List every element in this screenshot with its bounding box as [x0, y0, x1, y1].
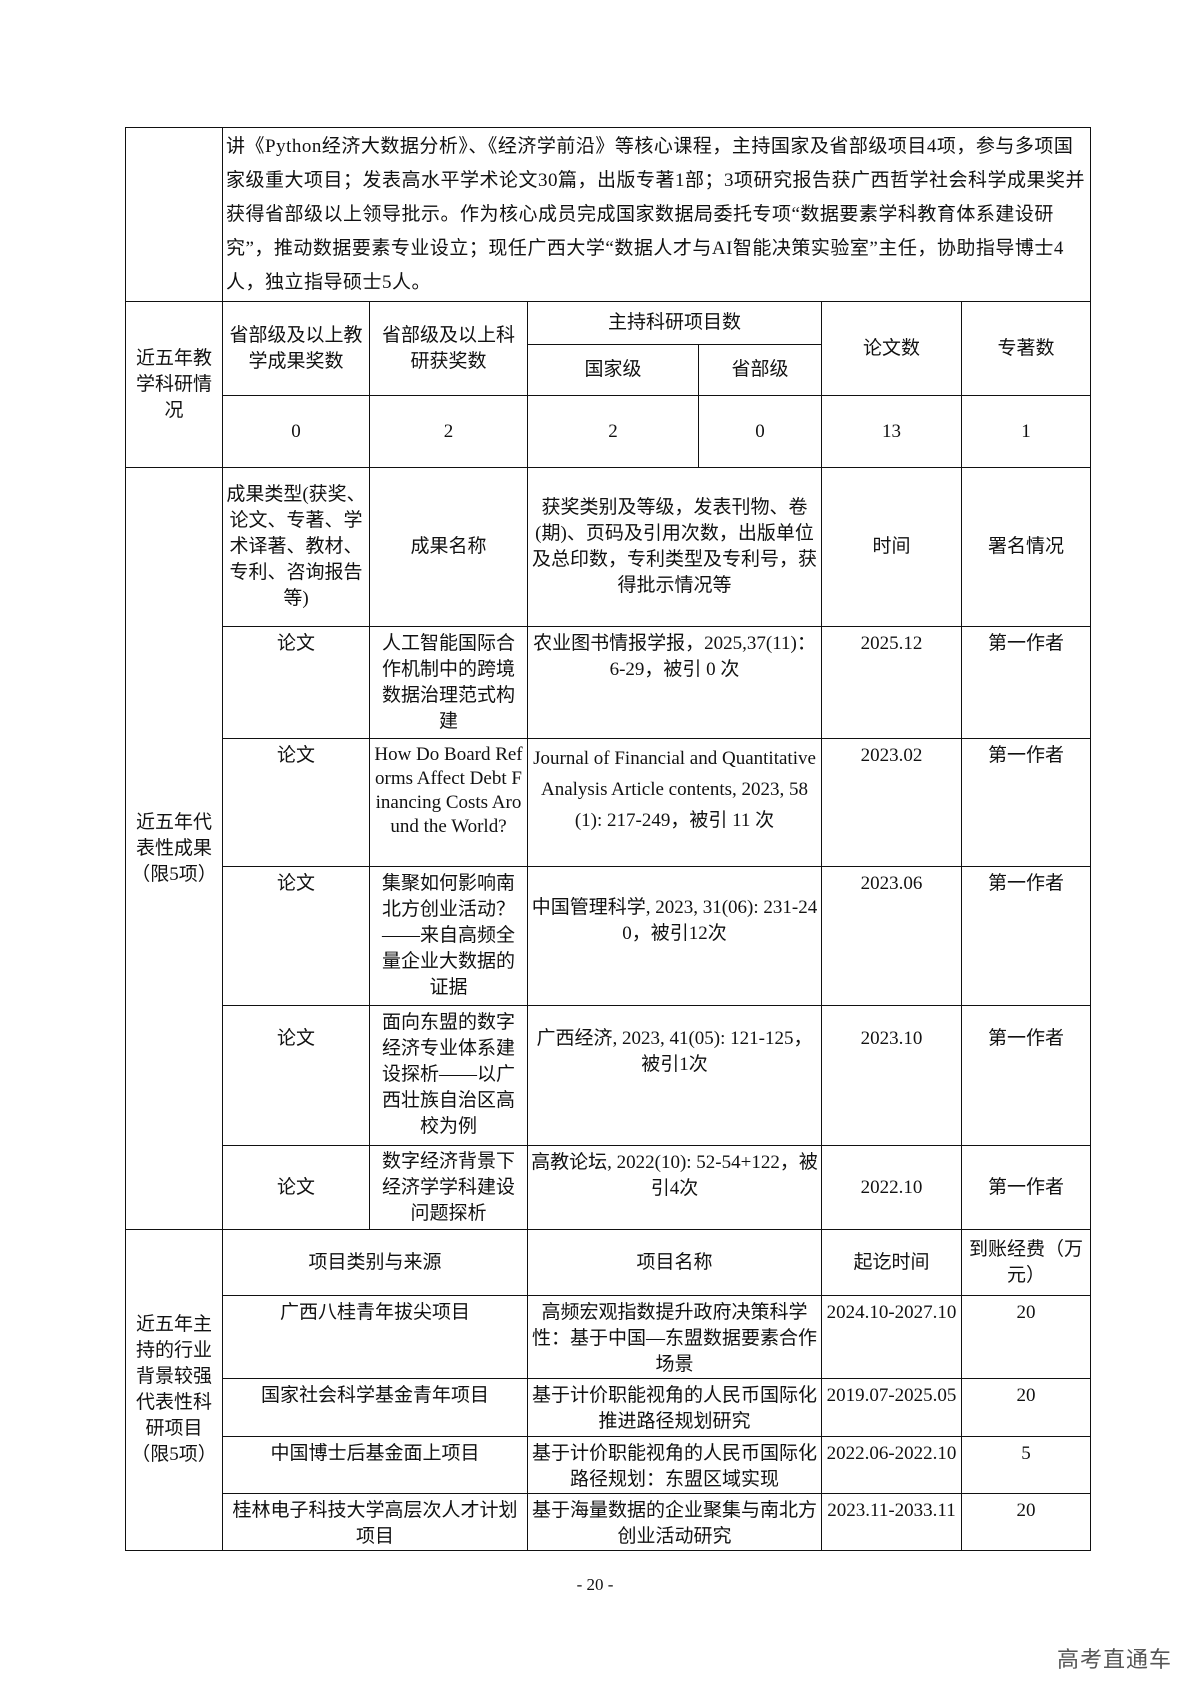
achievement-details: 高教论坛, 2022(10): 52-54+122，被引4次 — [527, 1145, 822, 1230]
achievements-header-row: 近五年代表性成果（限5项） 成果类型(获奖、论文、专著、学术译著、教材、专利、咨… — [125, 467, 1092, 1230]
header-project-name: 项目名称 — [527, 1229, 822, 1296]
intro-text: 讲《Python经济大数据分析》、《经济学前沿》等核心课程，主持国家及省部级项目… — [221, 127, 1092, 302]
achievement-time: 2022.10 — [821, 1145, 962, 1230]
header-research-awards: 省部级及以上科研获奖数 — [369, 301, 528, 396]
project-source: 中国博士后基金面上项目 — [222, 1436, 528, 1494]
watermark: 高考直通车 — [1056, 1648, 1172, 1673]
achievement-type: 论文 — [222, 626, 370, 739]
achievement-details: Journal of Financial and Quantitative An… — [527, 738, 822, 867]
header-period: 起讫时间 — [821, 1229, 962, 1296]
achievement-authorship: 第一作者 — [960, 738, 1092, 867]
value-teaching-awards: 0 — [222, 395, 370, 468]
project-name: 基于计价职能视角的人民币国际化路径规划：东盟区域实现 — [527, 1436, 822, 1494]
achievement-row: 论文 数字经济背景下经济学学科建设问题探析 高教论坛, 2022(10): 52… — [126, 1145, 1092, 1230]
header-papers: 论文数 — [821, 301, 962, 396]
stats-subheader-row: 国家级 省部级 — [126, 344, 1091, 396]
header-name: 成果名称 — [369, 467, 528, 627]
stats-values-row: 0 2 2 0 13 1 — [126, 395, 1092, 468]
project-row: 桂林电子科技大学高层次人才计划项目 基于海量数据的企业聚集与南北方创业活动研究 … — [126, 1493, 1092, 1551]
project-name: 高频宏观指数提升政府决策科学性：基于中国—东盟数据要素合作场景 — [527, 1295, 822, 1379]
achievement-name: 集聚如何影响南北方创业活动？——来自高频全量企业大数据的证据 — [369, 866, 528, 1006]
project-funding: 5 — [960, 1436, 1092, 1494]
header-monographs: 专著数 — [960, 301, 1092, 396]
achievement-row: 论文 人工智能国际合作机制中的跨境数据治理范式构建 农业图书情报学报，2025,… — [126, 626, 1092, 739]
stats-section-label: 近五年教学科研情况 — [125, 301, 223, 468]
project-source: 桂林电子科技大学高层次人才计划项目 — [222, 1493, 528, 1551]
header-details: 获奖类别及等级，发表刊物、卷(期)、页码及引用次数，出版单位及总印数，专利类型及… — [527, 467, 822, 627]
stats-header-row: 近五年教学科研情况 省部级及以上教学成果奖数 省部级及以上科研获奖数 主持科研项… — [125, 301, 1092, 468]
value-research-awards: 2 — [369, 395, 528, 468]
achievement-name: 面向东盟的数字经济专业体系建设探析——以广西壮族自治区高校为例 — [369, 1005, 528, 1146]
header-teaching-awards: 省部级及以上教学成果奖数 — [222, 301, 370, 396]
project-period: 2023.11-2033.11 — [821, 1493, 962, 1551]
achievement-type: 论文 — [222, 1145, 370, 1230]
achievement-authorship: 第一作者 — [960, 626, 1092, 739]
achievement-type: 论文 — [222, 866, 370, 1006]
achievement-details: 广西经济, 2023, 41(05): 121-125，被引1次 — [527, 1005, 822, 1146]
achievement-details: 农业图书情报学报，2025,37(11)：6-29，被引 0 次 — [527, 626, 822, 739]
achievement-authorship: 第一作者 — [960, 1005, 1092, 1146]
achievement-type: 论文 — [222, 1005, 370, 1146]
header-source: 项目类别与来源 — [222, 1229, 528, 1296]
project-source: 国家社会科学基金青年项目 — [222, 1378, 528, 1437]
project-row: 广西八桂青年拔尖项目 高频宏观指数提升政府决策科学性：基于中国—东盟数据要素合作… — [126, 1295, 1092, 1379]
achievement-time: 2025.12 — [821, 626, 962, 739]
blank-cell — [125, 127, 223, 302]
achievement-name: How Do Board Reforms Affect Debt Financi… — [369, 738, 528, 867]
project-row: 中国博士后基金面上项目 基于计价职能视角的人民币国际化路径规划：东盟区域实现 2… — [126, 1436, 1092, 1494]
page-number: - 20 - — [576, 1575, 614, 1594]
projects-section-label: 近五年主持的行业背景较强代表性科研项目（限5项） — [125, 1229, 223, 1551]
value-monographs: 1 — [960, 395, 1092, 468]
header-authorship: 署名情况 — [960, 467, 1092, 627]
achievement-time: 2023.06 — [821, 866, 962, 1006]
project-source: 广西八桂青年拔尖项目 — [222, 1295, 528, 1379]
project-name: 基于计价职能视角的人民币国际化推进路径规划研究 — [527, 1378, 822, 1437]
value-papers: 13 — [821, 395, 962, 468]
value-provincial: 0 — [698, 395, 822, 468]
intro-row: 讲《Python经济大数据分析》、《经济学前沿》等核心课程，主持国家及省部级项目… — [125, 127, 1092, 302]
header-projects: 主持科研项目数 — [527, 301, 822, 345]
achievement-type: 论文 — [222, 738, 370, 867]
project-row: 国家社会科学基金青年项目 基于计价职能视角的人民币国际化推进路径规划研究 201… — [126, 1378, 1092, 1437]
value-national: 2 — [527, 395, 699, 468]
project-funding: 20 — [960, 1295, 1092, 1379]
header-time: 时间 — [821, 467, 962, 627]
project-funding: 20 — [960, 1493, 1092, 1551]
header-funding: 到账经费（万元） — [960, 1229, 1092, 1296]
profile-table: 讲《Python经济大数据分析》、《经济学前沿》等核心课程，主持国家及省部级项目… — [125, 127, 1092, 1551]
project-funding: 20 — [960, 1378, 1092, 1437]
achievement-details: 中国管理科学, 2023, 31(06): 231-240，被引12次 — [527, 866, 822, 1006]
project-period: 2024.10-2027.10 — [821, 1295, 962, 1379]
achievements-section-label: 近五年代表性成果（限5项） — [125, 467, 223, 1230]
achievement-time: 2023.10 — [821, 1005, 962, 1146]
achievement-authorship: 第一作者 — [960, 1145, 1092, 1230]
projects-header-row: 近五年主持的行业背景较强代表性科研项目（限5项） 项目类别与来源 项目名称 起讫… — [125, 1229, 1092, 1551]
achievement-name: 人工智能国际合作机制中的跨境数据治理范式构建 — [369, 626, 528, 739]
header-type: 成果类型(获奖、论文、专著、学术译著、教材、专利、咨询报告等) — [222, 467, 370, 627]
achievement-authorship: 第一作者 — [960, 866, 1092, 1006]
project-period: 2019.07-2025.05 — [821, 1378, 962, 1437]
achievement-name: 数字经济背景下经济学学科建设问题探析 — [369, 1145, 528, 1230]
achievement-time: 2023.02 — [821, 738, 962, 867]
header-national: 国家级 — [527, 344, 699, 396]
project-period: 2022.06-2022.10 — [821, 1436, 962, 1494]
achievement-row: 论文 面向东盟的数字经济专业体系建设探析——以广西壮族自治区高校为例 广西经济,… — [126, 1005, 1092, 1146]
achievement-row: 论文 How Do Board Reforms Affect Debt Fina… — [126, 738, 1092, 867]
header-provincial: 省部级 — [698, 344, 822, 396]
achievement-row: 论文 集聚如何影响南北方创业活动？——来自高频全量企业大数据的证据 中国管理科学… — [126, 866, 1092, 1006]
project-name: 基于海量数据的企业聚集与南北方创业活动研究 — [527, 1493, 822, 1551]
